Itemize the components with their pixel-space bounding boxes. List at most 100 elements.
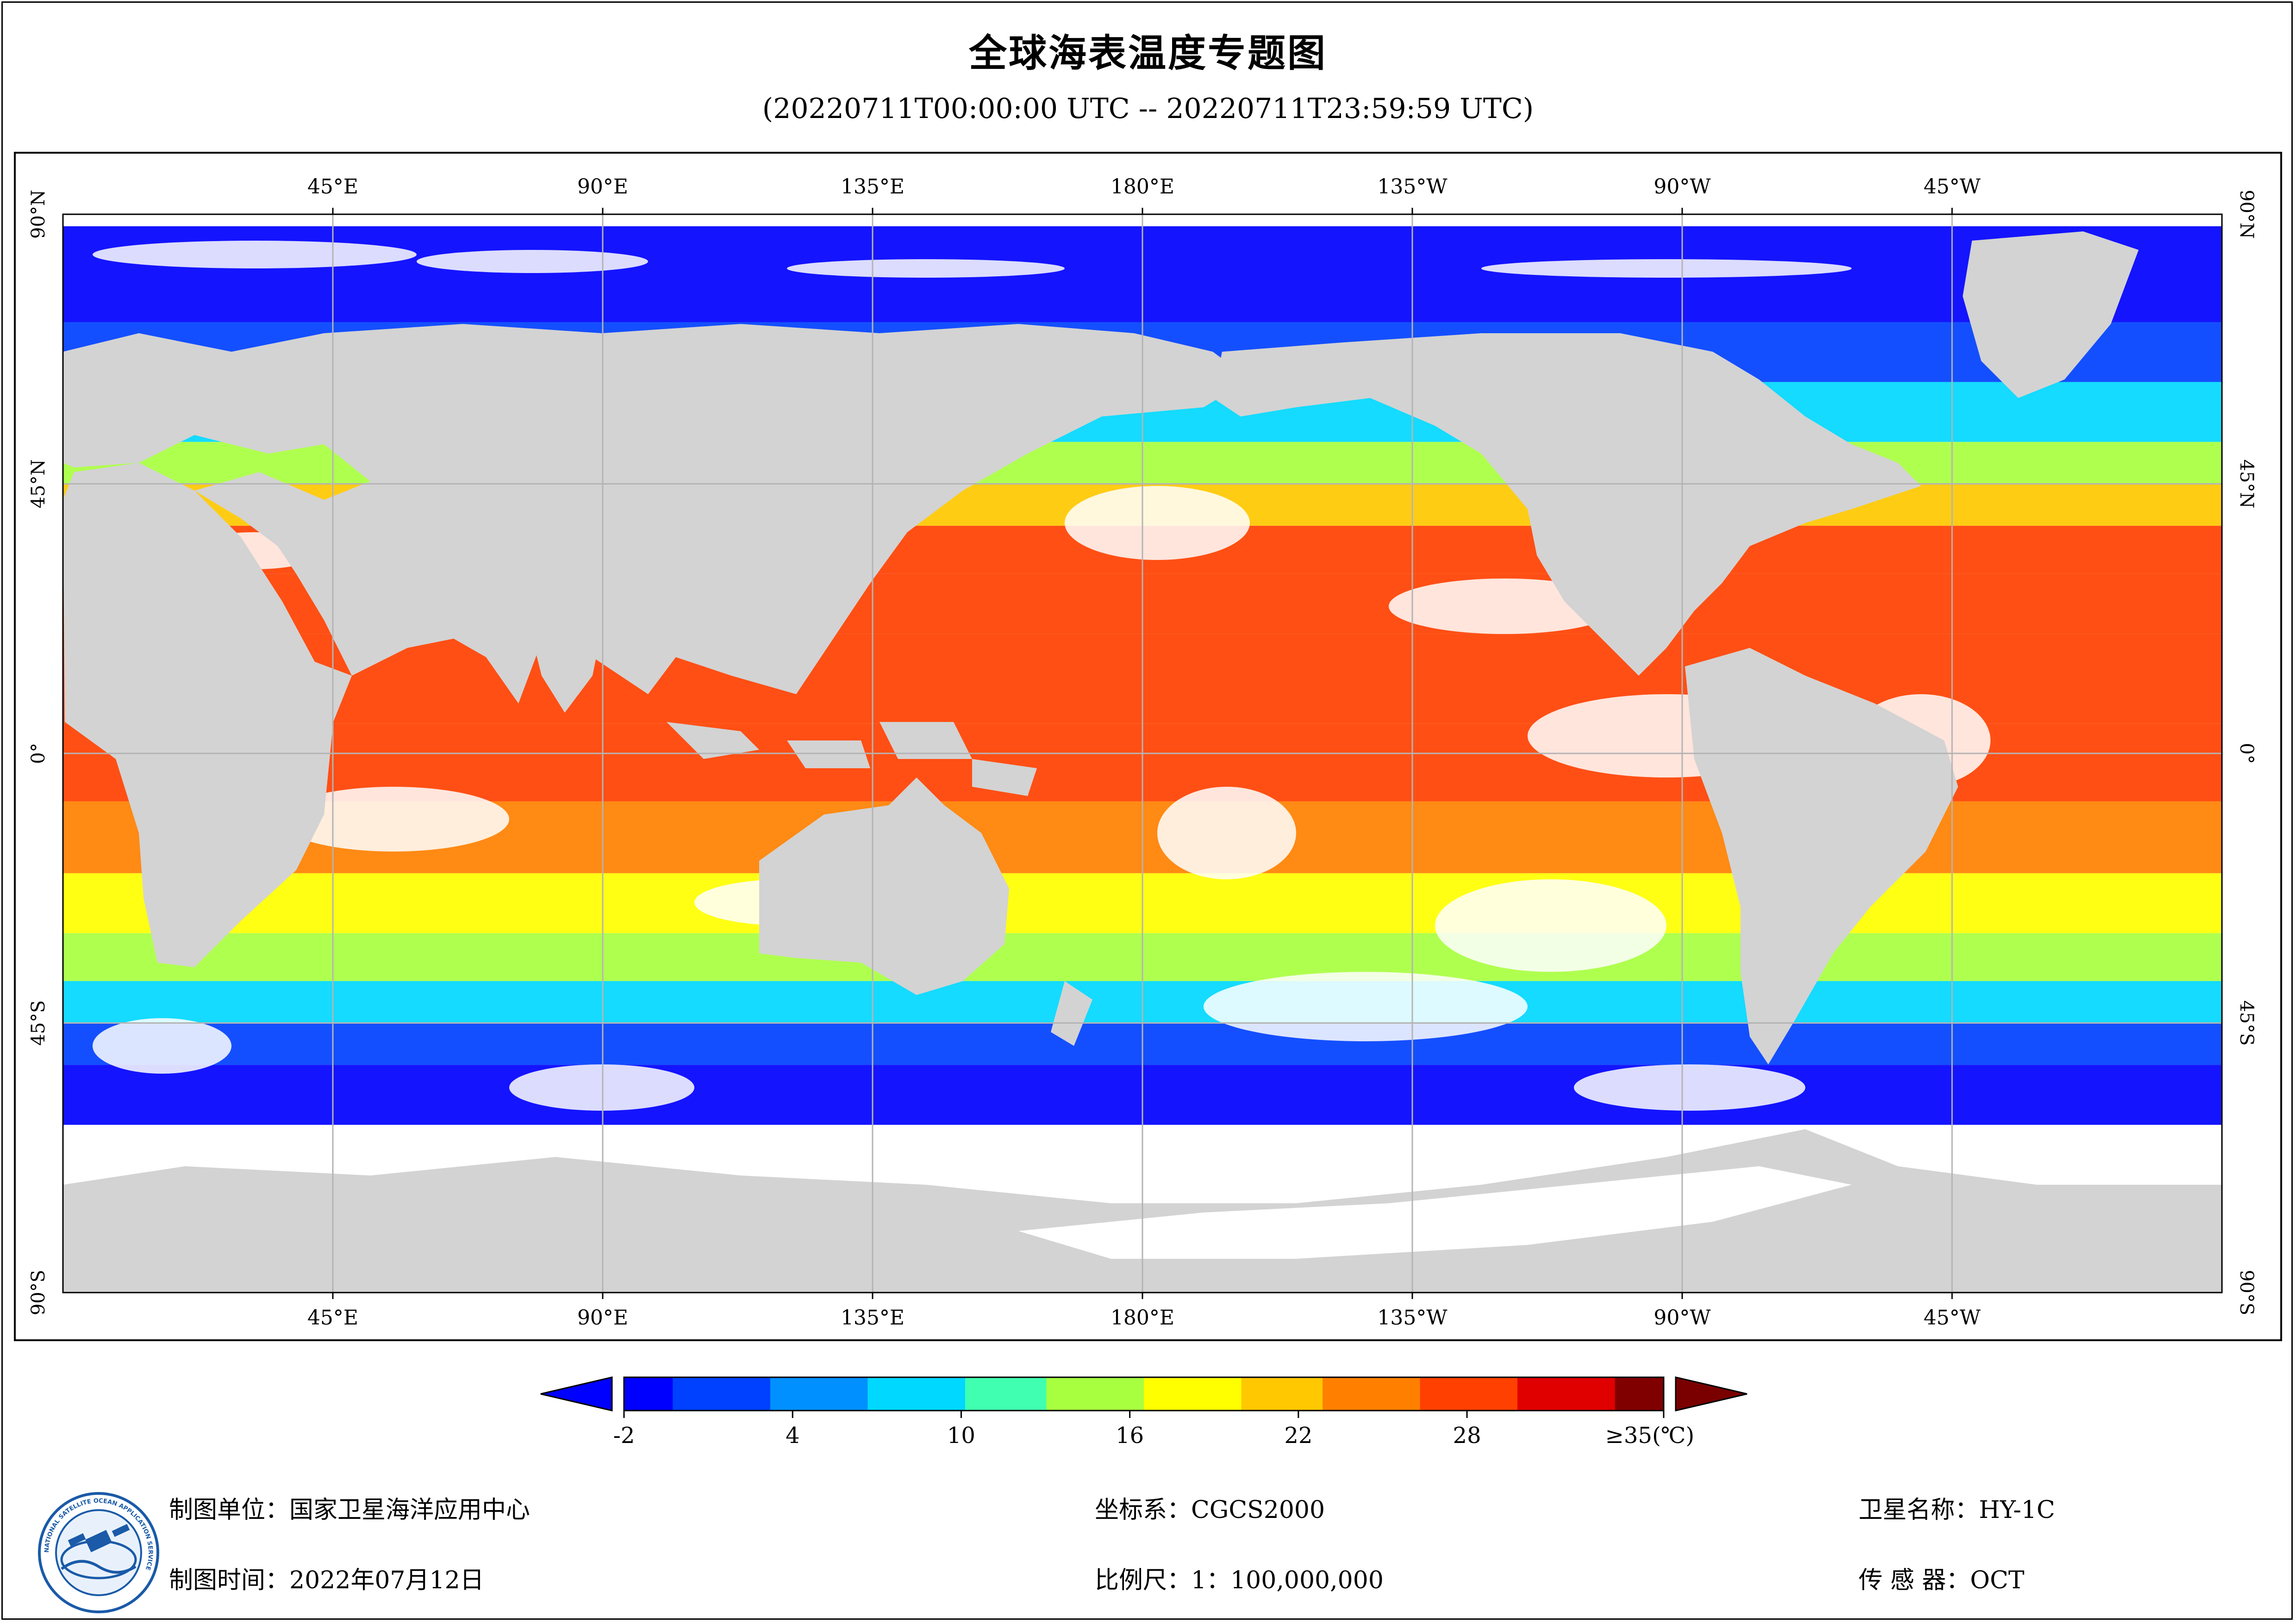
colorbar-cell-51 bbox=[1452, 1377, 1469, 1411]
colorbar-tick-label-5: 28 bbox=[1453, 1423, 1481, 1449]
colorbar-cell-37 bbox=[1225, 1377, 1242, 1411]
colorbar-cell-36 bbox=[1209, 1377, 1226, 1411]
lon-label-bottom-6: 45°W bbox=[1923, 1306, 1981, 1330]
colorbar-cell-5 bbox=[705, 1377, 722, 1411]
colorbar-cell-4 bbox=[689, 1377, 706, 1411]
cloud-gap-6 bbox=[1065, 486, 1250, 560]
colorbar-cell-56 bbox=[1534, 1377, 1551, 1411]
colorbar-cell-38 bbox=[1241, 1377, 1258, 1411]
lon-label-top-3: 180°E bbox=[1111, 175, 1174, 199]
colorbar-over-arrow bbox=[1675, 1376, 1747, 1412]
land-africa bbox=[63, 463, 352, 967]
colorbar-cell-44 bbox=[1339, 1377, 1356, 1411]
lon-label-top-1: 90°E bbox=[577, 175, 628, 199]
colorbar-cell-8 bbox=[754, 1377, 771, 1411]
colorbar-cell-43 bbox=[1323, 1377, 1340, 1411]
colorbar-cell-47 bbox=[1387, 1377, 1404, 1411]
colorbar-cell-7 bbox=[737, 1377, 755, 1411]
colorbar-outline bbox=[623, 1376, 1665, 1412]
colorbar-cell-21 bbox=[965, 1377, 982, 1411]
colorbar-tick-label-3: 16 bbox=[1116, 1423, 1144, 1449]
colorbar-cell-63 bbox=[1647, 1377, 1664, 1411]
cloud-gap-11 bbox=[1157, 787, 1296, 879]
colorbar-cell-9 bbox=[770, 1377, 787, 1411]
colorbar-tick-label-0: -2 bbox=[613, 1423, 635, 1449]
lon-label-bottom-5: 90°W bbox=[1653, 1306, 1711, 1330]
colorbar-cell-16 bbox=[884, 1377, 901, 1411]
colorbar-tick-label-2: 10 bbox=[947, 1423, 975, 1449]
colorbar-cell-32 bbox=[1144, 1377, 1161, 1411]
axis-labels: 45°E 45°E 90°E 90°E 135°E 135°E 180°E 180°E 135°… bbox=[28, 175, 2257, 1330]
colorbar-cell-59 bbox=[1582, 1377, 1599, 1411]
lon-label-bottom-3: 180°E bbox=[1111, 1306, 1174, 1330]
land-greenland bbox=[1963, 231, 2139, 398]
land-indonesia bbox=[667, 722, 1037, 796]
colorbar-cell-3 bbox=[673, 1377, 690, 1411]
lat-label-left-3: 45°S bbox=[28, 1000, 49, 1045]
land-south-america bbox=[1685, 648, 1958, 1064]
colorbar-cell-6 bbox=[721, 1377, 738, 1411]
colorbar-cell-34 bbox=[1176, 1377, 1193, 1411]
colorbar-cell-31 bbox=[1127, 1377, 1144, 1411]
lon-label-top-2: 135°E bbox=[841, 175, 905, 199]
satellite-label: 卫星名称：HY-1C bbox=[1859, 1496, 2055, 1524]
colorbar-cell-41 bbox=[1290, 1377, 1307, 1411]
colorbar-cell-35 bbox=[1192, 1377, 1210, 1411]
colorbar-tick-label-1: 4 bbox=[786, 1423, 800, 1449]
colorbar-cell-10 bbox=[786, 1377, 804, 1411]
colorbar-cell-23 bbox=[998, 1377, 1015, 1411]
colorbar-cell-46 bbox=[1371, 1377, 1388, 1411]
producer-label: 制图单位：国家卫星海洋应用中心 bbox=[169, 1496, 530, 1524]
colorbar-cell-60 bbox=[1598, 1377, 1616, 1411]
colorbar-cell-39 bbox=[1257, 1377, 1274, 1411]
colorbar-cell-0 bbox=[624, 1377, 641, 1411]
land-new-zealand bbox=[1051, 981, 1092, 1046]
lat-label-left-1: 45°N bbox=[28, 460, 49, 509]
colorbar-cell-50 bbox=[1436, 1377, 1453, 1411]
colorbar-cell-57 bbox=[1550, 1377, 1567, 1411]
lat-label-right-0: 90°N bbox=[2236, 190, 2257, 239]
lon-label-top-6: 45°W bbox=[1923, 175, 1981, 199]
colorbar-cell-29 bbox=[1095, 1377, 1112, 1411]
cloud-gap-1 bbox=[417, 250, 648, 273]
colorbar-cell-24 bbox=[1014, 1377, 1031, 1411]
colorbar-cell-12 bbox=[819, 1377, 836, 1411]
lat-label-left-2: 0° bbox=[28, 743, 49, 764]
colorbar-cell-40 bbox=[1273, 1377, 1291, 1411]
cloud-gap-15 bbox=[509, 1064, 694, 1111]
cloud-gap-0 bbox=[93, 241, 417, 268]
colorbar-cell-11 bbox=[803, 1377, 820, 1411]
colorbar-cell-58 bbox=[1566, 1377, 1583, 1411]
cloud-gap-17 bbox=[1574, 1064, 1805, 1111]
lat-label-left-0: 90°N bbox=[28, 190, 49, 239]
map-time-range: (20220711T00:00:00 UTC -- 20220711T23:59… bbox=[762, 93, 1534, 125]
land-north-america bbox=[1213, 333, 1921, 676]
colorbar-cell-26 bbox=[1046, 1377, 1063, 1411]
map-title: 全球海表温度专题图 bbox=[968, 31, 1327, 75]
lat-label-right-2: 0° bbox=[2236, 743, 2257, 764]
colorbar-cell-62 bbox=[1631, 1377, 1648, 1411]
cloud-gap-2 bbox=[787, 259, 1065, 278]
cloud-gap-13 bbox=[1204, 972, 1528, 1041]
land-australia bbox=[759, 777, 1009, 995]
land-india bbox=[528, 620, 602, 713]
cloud-gap-9 bbox=[278, 787, 509, 852]
antarctic-ice-shelf bbox=[1018, 1166, 1852, 1259]
colorbar-cell-45 bbox=[1355, 1377, 1372, 1411]
colorbar-cell-30 bbox=[1111, 1377, 1128, 1411]
colorbar-cell-27 bbox=[1062, 1377, 1079, 1411]
colorbar-cell-52 bbox=[1468, 1377, 1485, 1411]
colorbar-cell-17 bbox=[900, 1377, 917, 1411]
colorbar-cell-42 bbox=[1306, 1377, 1323, 1411]
lon-label-bottom-4: 135°W bbox=[1377, 1306, 1447, 1330]
lat-label-right-1: 45°N bbox=[2236, 460, 2257, 509]
lat-label-right-4: 90°S bbox=[2236, 1270, 2257, 1315]
colorbar-cell-55 bbox=[1517, 1377, 1535, 1411]
colorbar-cell-20 bbox=[948, 1377, 966, 1411]
colorbar-cell-33 bbox=[1160, 1377, 1177, 1411]
map-frame bbox=[14, 152, 2282, 1341]
colorbar-cell-18 bbox=[916, 1377, 933, 1411]
colorbar-cell-61 bbox=[1615, 1377, 1632, 1411]
